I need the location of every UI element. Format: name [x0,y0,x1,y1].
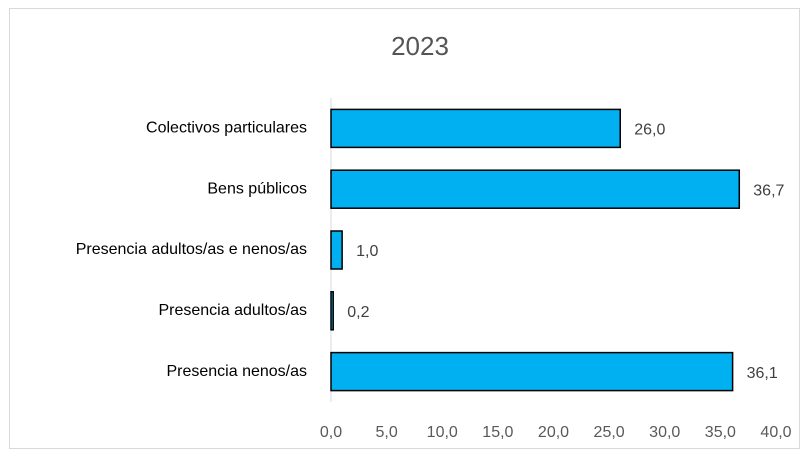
bar [330,230,343,270]
x-tick-label: 25,0 [594,424,625,441]
bar [330,108,621,149]
x-tick-label: 15,0 [482,424,513,441]
x-tick-label: 30,0 [649,424,680,441]
y-tick-label: Presencia adultos/as e nenos/as [76,241,307,258]
value-label: 1,0 [356,243,378,260]
chart-title: 2023 [391,31,449,61]
x-tick-label: 0,0 [320,424,342,441]
y-tick-label: Presencia adultos/as [158,302,307,319]
x-tick-label: 5,0 [376,424,398,441]
value-label: 26,0 [634,122,665,139]
x-tick-label: 40,0 [760,424,791,441]
bar [330,291,334,331]
value-label: 0,2 [347,304,369,321]
y-tick-label: Bens públicos [207,180,307,197]
x-tick-label: 10,0 [427,424,458,441]
y-tick-label: Colectivos particulares [146,120,307,137]
x-tick-label: 35,0 [705,424,736,441]
value-label: 36,7 [753,182,784,199]
bar [330,169,741,209]
y-tick-label: Presencia nenos/as [166,363,307,380]
value-label: 36,1 [747,365,778,382]
bar [330,351,734,392]
x-tick-label: 20,0 [538,424,569,441]
